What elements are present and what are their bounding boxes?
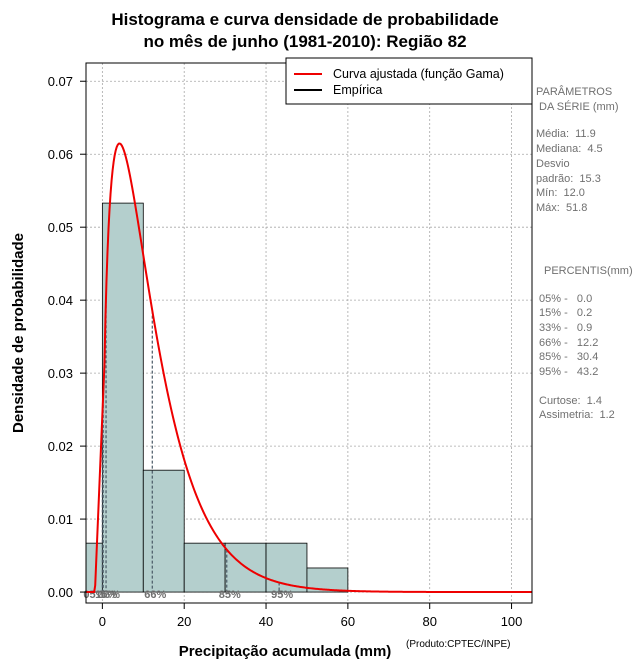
percentile-label-5: 95% — [271, 589, 293, 601]
x-axis-ticks: 0 20 40 60 80 100 — [99, 603, 523, 629]
percentis-title: PERCENTIS(mm) — [544, 265, 633, 277]
chart-title-line-1: Histograma e curva densidade de probabil… — [111, 10, 498, 29]
y-axis-label: Densidade de probabilidade — [10, 233, 27, 433]
x-tick-label-0: 0 — [99, 614, 106, 629]
legend-empirical-label: Empírica — [333, 83, 382, 97]
param-max: Máx: 51.8 — [536, 202, 587, 214]
legend: Curva ajustada (função Gama) Empírica — [285, 57, 533, 105]
y-tick-label-1: 0.01 — [48, 512, 73, 527]
x-tick-label-1: 20 — [177, 614, 191, 629]
y-tick-label-3: 0.03 — [48, 366, 73, 381]
histogram-bars — [85, 202, 349, 593]
param-mediana: Mediana: 4.5 — [536, 143, 603, 155]
stat-assimetria: Assimetria: 1.2 — [539, 409, 615, 421]
percentile-label-1: 15% — [95, 589, 117, 601]
x-tick-label-2: 40 — [259, 614, 273, 629]
y-tick-label-6: 0.06 — [48, 147, 73, 162]
param-desvio-padrao: padrão: 15.3 — [536, 173, 601, 185]
y-tick-label-7: 0.07 — [48, 74, 73, 89]
y-tick-label-5: 0.05 — [48, 220, 73, 235]
params-title-line-1: PARÂMETROS — [536, 85, 612, 98]
percentil-85: 85% - 30.4 — [539, 351, 598, 363]
histogram-bar-3 — [183, 542, 226, 593]
legend-box — [285, 57, 533, 105]
percentile-label-2: 33% — [98, 589, 120, 601]
x-tick-label-4: 80 — [422, 614, 436, 629]
histogram-bar-0 — [85, 542, 103, 593]
param-media: Média: 11.9 — [536, 128, 596, 140]
gamma-curve-layer — [86, 142, 532, 594]
series-parameters-panel: PARÂMETROS DA SÉRIE (mm) Média: 11.9 Med… — [536, 85, 619, 214]
legend-curve-label: Curva ajustada (função Gama) — [333, 67, 504, 81]
percentil-33: 33% - 0.9 — [539, 322, 592, 334]
y-tick-label-2: 0.02 — [48, 439, 73, 454]
histogram-bar-4 — [224, 542, 267, 593]
percentile-label-3: 66% — [144, 589, 166, 601]
histogram-bar-1 — [101, 202, 144, 593]
gamma-curve — [86, 142, 532, 594]
percentil-95: 95% - 43.2 — [539, 366, 598, 378]
percentil-15: 15% - 0.2 — [539, 307, 592, 319]
product-credit: (Produto:CPTEC/INPE) — [406, 639, 510, 650]
x-tick-label-3: 60 — [341, 614, 355, 629]
percentil-66: 66% - 12.2 — [539, 337, 598, 349]
param-desvio: Desvio — [536, 158, 570, 170]
params-title-line-2: DA SÉRIE (mm) — [536, 100, 619, 113]
histogram-bar-2 — [142, 469, 185, 593]
percentil-05: 05% - 0.0 — [539, 293, 592, 305]
percentiles-panel: PERCENTIS(mm) 05% - 0.0 15% - 0.2 33% - … — [539, 265, 633, 421]
percentile-label-4: 85% — [219, 589, 241, 601]
y-tick-label-4: 0.04 — [48, 293, 73, 308]
y-axis-ticks: 0.00 0.01 0.02 0.03 0.04 0.05 0.06 0.07 — [48, 74, 86, 600]
chart-title-line-2: no mês de junho (1981-2010): Região 82 — [143, 32, 466, 51]
x-tick-label-5: 100 — [501, 614, 523, 629]
param-min: Mín: 12.0 — [536, 187, 585, 199]
stat-curtose: Curtose: 1.4 — [539, 395, 602, 407]
x-axis-label: Precipitação acumulada (mm) — [179, 643, 392, 660]
y-tick-label-0: 0.00 — [48, 585, 73, 600]
